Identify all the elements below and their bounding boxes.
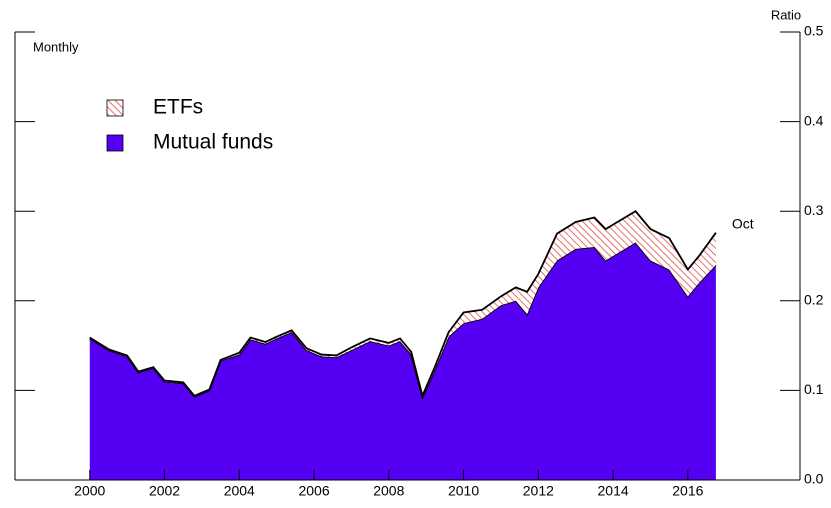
- x-tick-label: 2012: [523, 483, 554, 499]
- legend-swatch: [106, 134, 124, 152]
- x-tick-label: 2002: [149, 483, 180, 499]
- x-tick-label: 2008: [373, 483, 404, 499]
- y-tick-label: 0.1: [804, 381, 824, 397]
- y-tick-label: 0.2: [804, 292, 824, 308]
- y-tick-label: 0.5: [804, 23, 824, 39]
- area-edge: [89, 210, 717, 399]
- annotation: Oct: [732, 215, 754, 231]
- x-tick-label: 2014: [598, 483, 629, 499]
- legend-label: ETFs: [153, 96, 203, 119]
- frequency-label: Monthly: [33, 39, 79, 54]
- x-tick-label: 2006: [298, 483, 329, 499]
- y-tick-label: 0.3: [804, 202, 824, 218]
- area: [89, 242, 716, 480]
- area: [89, 211, 716, 398]
- y-axis-label: Ratio: [771, 7, 801, 22]
- x-tick-label: 2004: [224, 483, 255, 499]
- x-tick-label: 2000: [74, 483, 105, 499]
- legend-label: Mutual funds: [153, 131, 273, 154]
- x-tick-label: 2016: [672, 483, 703, 499]
- legend-swatch: [106, 99, 124, 117]
- x-tick-label: 2010: [448, 483, 479, 499]
- y-tick-label: 0.4: [804, 112, 824, 128]
- y-tick-label: 0.0: [804, 471, 824, 487]
